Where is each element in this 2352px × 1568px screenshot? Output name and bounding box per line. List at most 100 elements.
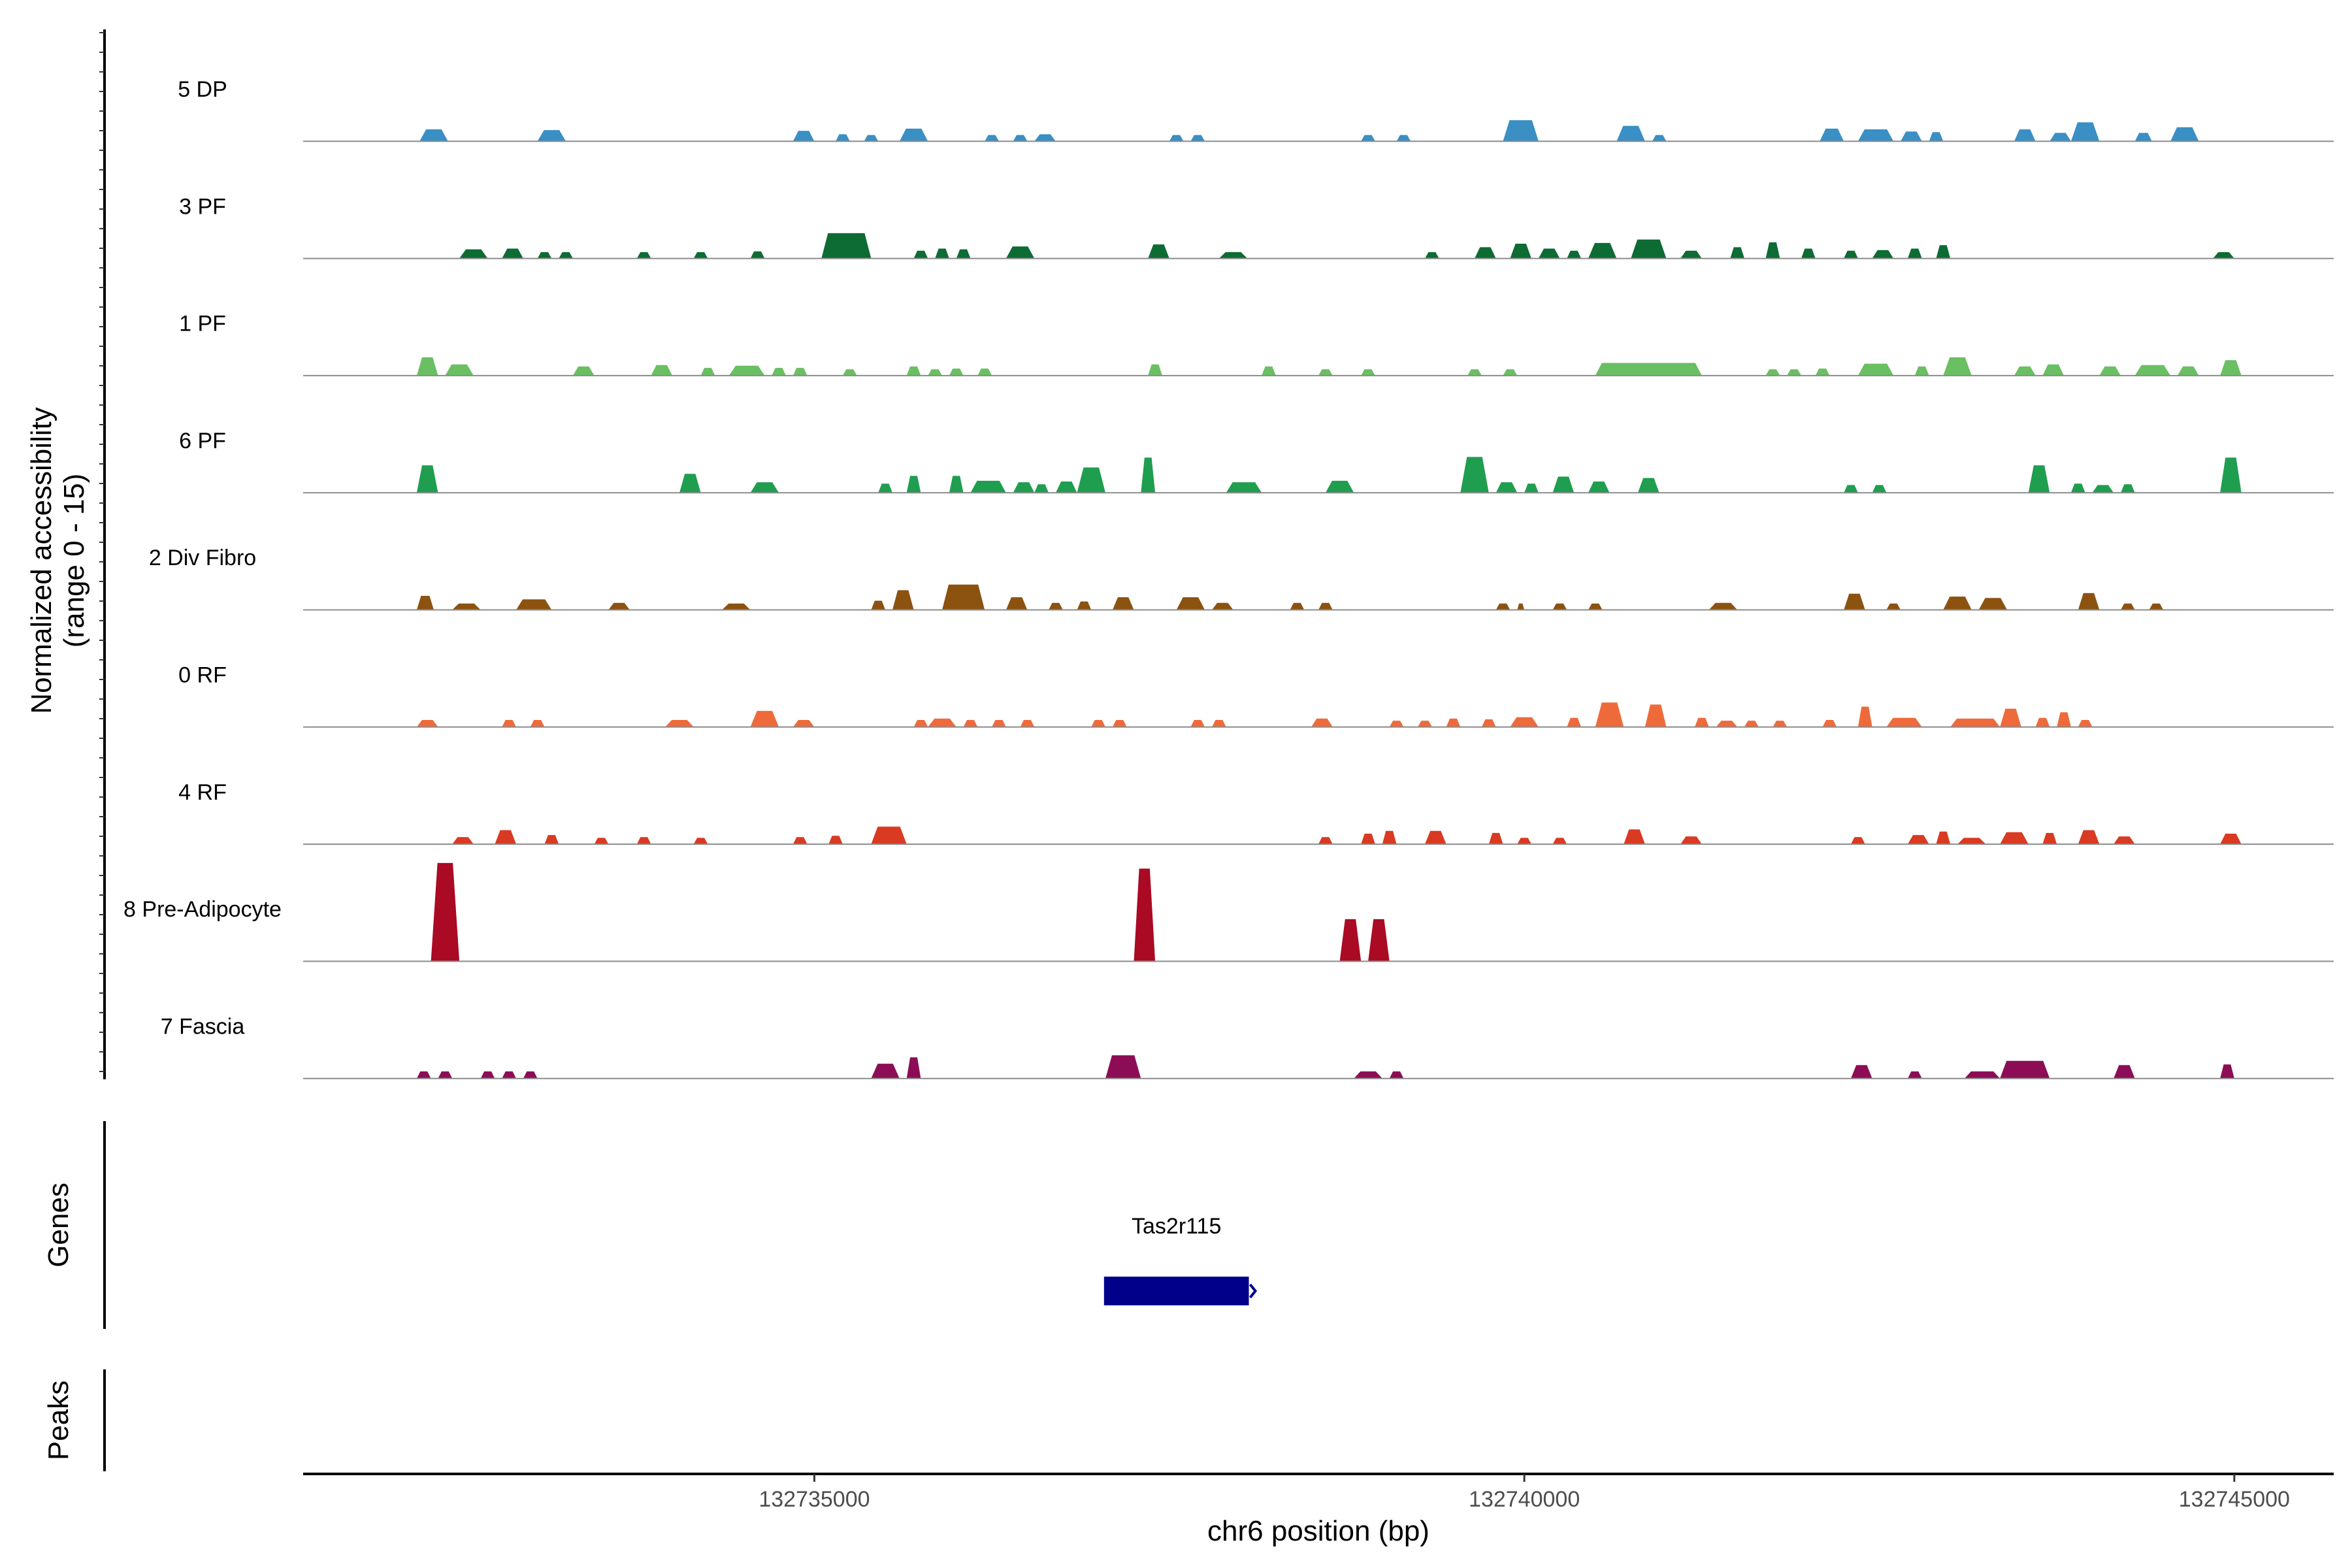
coverage-peak — [1716, 721, 1738, 727]
coverage-peak — [1034, 484, 1049, 493]
coverage-peak — [1460, 457, 1489, 493]
coverage-peak — [1908, 248, 1922, 259]
coverage-peak — [1820, 128, 1844, 142]
coverage-peak — [963, 720, 978, 727]
coverage-peak — [1638, 478, 1659, 493]
coverage-peak — [985, 135, 999, 142]
x-axis-title: chr6 position (bp) — [1207, 1515, 1429, 1547]
coverage-peak — [928, 369, 942, 376]
coverage-peak — [792, 720, 815, 727]
coverage-peak — [906, 366, 921, 376]
coverage-peak — [445, 364, 474, 376]
coverage-peak — [1844, 593, 1865, 610]
coverage-peak — [821, 233, 872, 259]
coverage-peak — [2121, 484, 2135, 493]
coverage-peak — [1901, 131, 1922, 142]
coverage-peak — [871, 826, 907, 845]
coverage-peak — [2099, 366, 2121, 376]
coverage-peak — [1552, 603, 1567, 610]
track-7: 4 RF — [178, 780, 2334, 845]
coverage-peak — [1524, 483, 1539, 493]
coverage-peak — [502, 1071, 516, 1079]
coverage-peak — [1708, 602, 1738, 610]
coverage-peak — [1857, 129, 1894, 142]
coverage-peak — [1318, 837, 1333, 845]
track-1: 5 DP — [178, 77, 2334, 142]
coverage-peak — [913, 250, 928, 259]
coverage-peak — [1446, 718, 1461, 727]
coverage-peak — [1644, 704, 1667, 727]
y-axis-title-line1: Normalized accessibility — [25, 407, 57, 713]
coverage-peak — [1425, 252, 1439, 259]
coverage-peak — [2000, 832, 2029, 845]
coverage-peak — [1354, 1071, 1382, 1079]
coverage-peak — [1013, 482, 1035, 493]
coverage-peak — [523, 1071, 538, 1079]
track-label: 7 Fascia — [161, 1014, 245, 1039]
coverage-peak — [452, 837, 474, 845]
coverage-peak — [1730, 247, 1744, 259]
coverage-peak — [1886, 603, 1901, 610]
coverage-peak — [2114, 836, 2135, 845]
coverage-peak — [906, 1057, 921, 1079]
coverage-peak — [1055, 482, 1077, 493]
coverage-peak — [1765, 369, 1780, 376]
coverage-y-axis-ticks — [99, 32, 105, 1072]
track-label: 2 Div Fibro — [149, 546, 256, 570]
coverage-peak — [1957, 838, 1986, 845]
coverage-peak — [2213, 252, 2234, 259]
coverage-peak — [1851, 837, 1865, 845]
coverage-peak — [1262, 366, 1276, 376]
coverage-peak — [2042, 832, 2057, 845]
coverage-peak — [1005, 246, 1035, 259]
coverage-peak — [530, 720, 545, 727]
coverage-peak — [459, 249, 488, 259]
coverage-peak — [2070, 122, 2100, 142]
coverage-peak — [1212, 602, 1233, 610]
track-6: 0 RF — [178, 663, 2334, 728]
coverage-peak — [573, 366, 595, 376]
coverage-peak — [1943, 596, 1972, 610]
coverage-peak — [2070, 483, 2085, 493]
coverage-peak — [679, 474, 701, 493]
coverage-peak — [537, 130, 566, 142]
coverage-peak — [1943, 357, 1972, 376]
coverage-peak — [2170, 127, 2199, 142]
coverage-peak — [693, 252, 708, 259]
coverage-peak — [438, 1071, 453, 1079]
track-label: 1 PF — [179, 312, 226, 336]
coverage-peak — [1495, 482, 1518, 493]
coverage-peak — [1112, 597, 1134, 610]
coverage-peak — [1815, 368, 1830, 376]
coverage-peak — [480, 1071, 495, 1079]
coverage-peak — [1772, 721, 1788, 727]
coverage-peak — [1311, 718, 1333, 727]
coverage-peak — [2028, 465, 2050, 493]
gene-body — [1103, 1277, 1249, 1305]
coverage-peak — [1631, 239, 1667, 259]
coverage-peak — [1475, 247, 1496, 259]
coverage-peak — [1218, 252, 1248, 259]
coverage-peak — [2000, 1060, 2050, 1079]
coverage-peak — [1425, 830, 1446, 845]
coverage-peak — [864, 135, 879, 142]
coverage-peak — [750, 482, 779, 493]
coverage-peak — [2177, 366, 2199, 376]
track-4: 6 PF — [179, 429, 2334, 494]
coverage-peak — [1872, 485, 1887, 493]
coverage-peak — [836, 134, 850, 142]
coverage-peak — [1886, 717, 1922, 727]
x-axis-ticks: 132735000 132740000 132745000 — [759, 1474, 2290, 1512]
coverage-peak — [1567, 717, 1582, 727]
coverage-peak — [949, 368, 964, 376]
coverage-peak — [1857, 363, 1894, 376]
coverage-peak — [544, 835, 559, 845]
coverage-peak — [594, 838, 609, 845]
coverage-peak — [1652, 135, 1667, 142]
coverage-peak — [1396, 135, 1411, 142]
coverage-peak — [1680, 836, 1702, 845]
coverage-peak — [537, 252, 552, 259]
genes-track: Tas2r115 — [1103, 1214, 1258, 1305]
coverage-peak — [1616, 125, 1645, 142]
coverage-peak — [2092, 485, 2114, 493]
